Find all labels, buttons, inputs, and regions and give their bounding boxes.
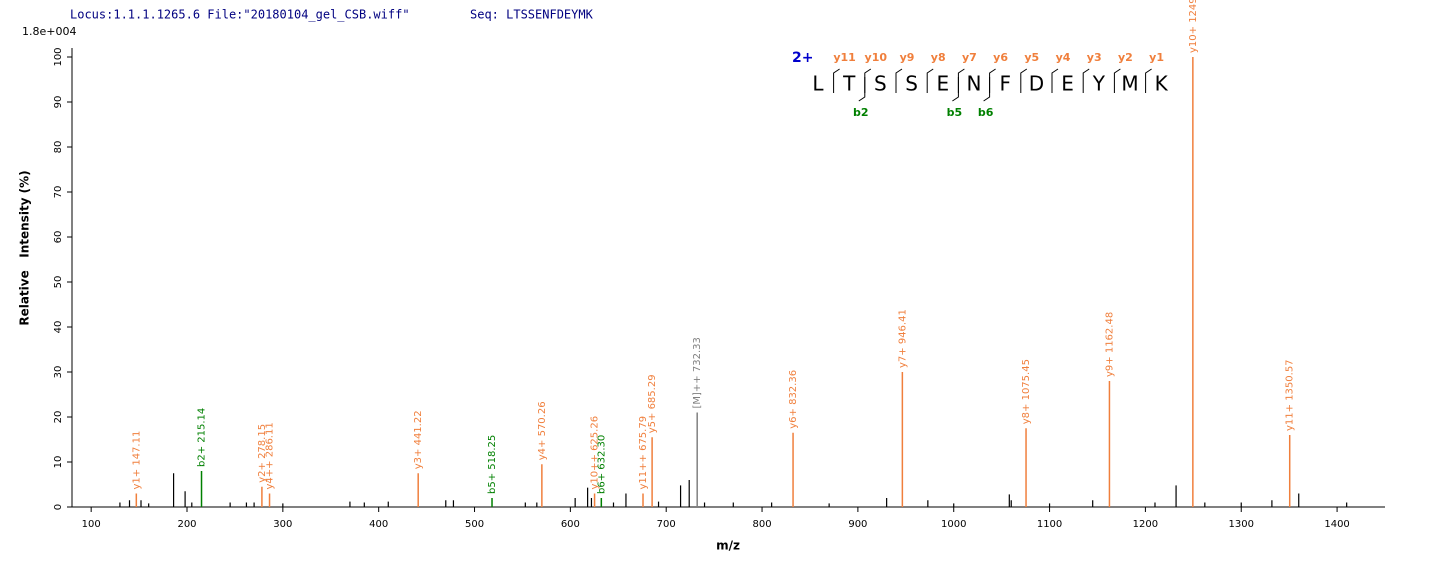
y-break <box>1113 68 1121 93</box>
y-axis-label: Relative Intensity (%) <box>18 170 32 325</box>
y-tick-label: 30 <box>53 366 64 379</box>
peak-label: y6+ 832.36 <box>788 370 799 429</box>
peak-label: y1+ 147.11 <box>131 431 142 490</box>
x-axis-label: m/z <box>716 539 740 553</box>
y-break <box>1051 68 1059 93</box>
y-ion-label: y10 <box>865 51 888 64</box>
residue: E <box>936 72 949 96</box>
x-tick-label: 600 <box>561 519 580 530</box>
x-tick-label: 400 <box>369 519 388 530</box>
peak-label: b6+ 632.30 <box>596 435 607 494</box>
b-ion-label: b6 <box>978 106 994 119</box>
x-tick-label: 500 <box>465 519 484 530</box>
b-break <box>952 77 959 102</box>
y-break <box>864 68 872 93</box>
peak-label: y9+ 1162.48 <box>1104 312 1115 377</box>
x-tick-label: 1300 <box>1229 519 1254 530</box>
y-ion-label: y3 <box>1087 51 1102 64</box>
x-tick-label: 800 <box>752 519 771 530</box>
y-break <box>1020 68 1028 93</box>
b-ion-label: b5 <box>947 106 963 119</box>
locus-text: Locus:1.1.1.1265.6 File:"20180104_gel_CS… <box>70 8 410 22</box>
y-ion-label: y8 <box>931 51 946 64</box>
peak-label: y11++ 675.79 <box>638 416 649 490</box>
peak-label: b2+ 215.14 <box>197 408 208 467</box>
x-tick-label: 100 <box>82 519 101 530</box>
y-ion-label: y4 <box>1056 51 1071 64</box>
peak-label: y8+ 1075.45 <box>1021 359 1032 424</box>
y-break <box>926 68 934 93</box>
y-tick-label: 90 <box>53 96 64 109</box>
b-break <box>983 77 991 102</box>
peak-label: y10++ 625.26 <box>590 416 601 490</box>
b-ion-label: b2 <box>853 106 869 119</box>
y-ion-label: y7 <box>962 51 977 64</box>
peak-label: y2+ 278.15 <box>257 424 268 483</box>
residue: M <box>1121 72 1138 96</box>
charge-label: 2+ <box>792 50 813 66</box>
y-break <box>895 68 903 93</box>
y-ion-label: y9 <box>900 51 915 64</box>
residue: T <box>842 72 856 96</box>
x-tick-label: 200 <box>177 519 196 530</box>
residue: S <box>905 72 918 96</box>
x-tick-label: 1400 <box>1324 519 1349 530</box>
y-ion-label: y11 <box>833 51 855 64</box>
scale-label: 1.8e+004 <box>22 25 76 38</box>
y-tick-label: 50 <box>53 276 64 289</box>
y-tick-label: 0 <box>53 504 64 510</box>
x-tick-label: 1000 <box>941 519 966 530</box>
peak-label: y10+ 1249.51 <box>1188 0 1199 53</box>
peak-label: y7+ 946.41 <box>897 309 908 368</box>
residue: N <box>967 72 982 96</box>
residue: Y <box>1092 72 1106 96</box>
x-tick-label: 300 <box>273 519 292 530</box>
y-tick-label: 80 <box>53 141 64 154</box>
residue: S <box>874 72 887 96</box>
residue: F <box>999 72 1011 96</box>
y-tick-label: 100 <box>53 47 64 66</box>
y-ion-label: y5 <box>1024 51 1039 64</box>
peak-label: [M]++ 732.33 <box>692 337 703 408</box>
y-ion-label: y6 <box>993 51 1008 64</box>
y-break <box>989 68 996 93</box>
residue: K <box>1155 72 1169 96</box>
peak-label: b5+ 518.25 <box>487 435 498 494</box>
y-ion-label: y1 <box>1149 51 1164 64</box>
b-break <box>858 77 866 102</box>
y-tick-label: 60 <box>53 231 64 244</box>
peak-label: y11+ 1350.57 <box>1285 359 1296 431</box>
y-ion-label: y2 <box>1118 51 1133 64</box>
peak-label: y4+ 570.26 <box>537 401 548 460</box>
y-break <box>957 68 965 93</box>
y-break <box>1145 68 1152 93</box>
residue: E <box>1061 72 1074 96</box>
x-tick-label: 1200 <box>1133 519 1158 530</box>
peak-label: y4++ 286.11 <box>265 422 276 489</box>
peak-label: y3+ 441.22 <box>413 410 424 469</box>
peak-label: y5+ 685.29 <box>647 374 658 433</box>
y-break <box>1082 68 1090 93</box>
y-break <box>833 68 840 93</box>
y-tick-label: 70 <box>53 186 64 199</box>
y-tick-label: 10 <box>53 456 64 469</box>
x-tick-label: 1100 <box>1037 519 1062 530</box>
residue: D <box>1029 72 1044 96</box>
x-tick-label: 900 <box>848 519 867 530</box>
seq-text: Seq: LTSSENFDEYMK <box>470 8 594 22</box>
residue: L <box>812 72 824 96</box>
x-tick-label: 700 <box>657 519 676 530</box>
y-tick-label: 20 <box>53 411 64 424</box>
y-tick-label: 40 <box>53 321 64 334</box>
